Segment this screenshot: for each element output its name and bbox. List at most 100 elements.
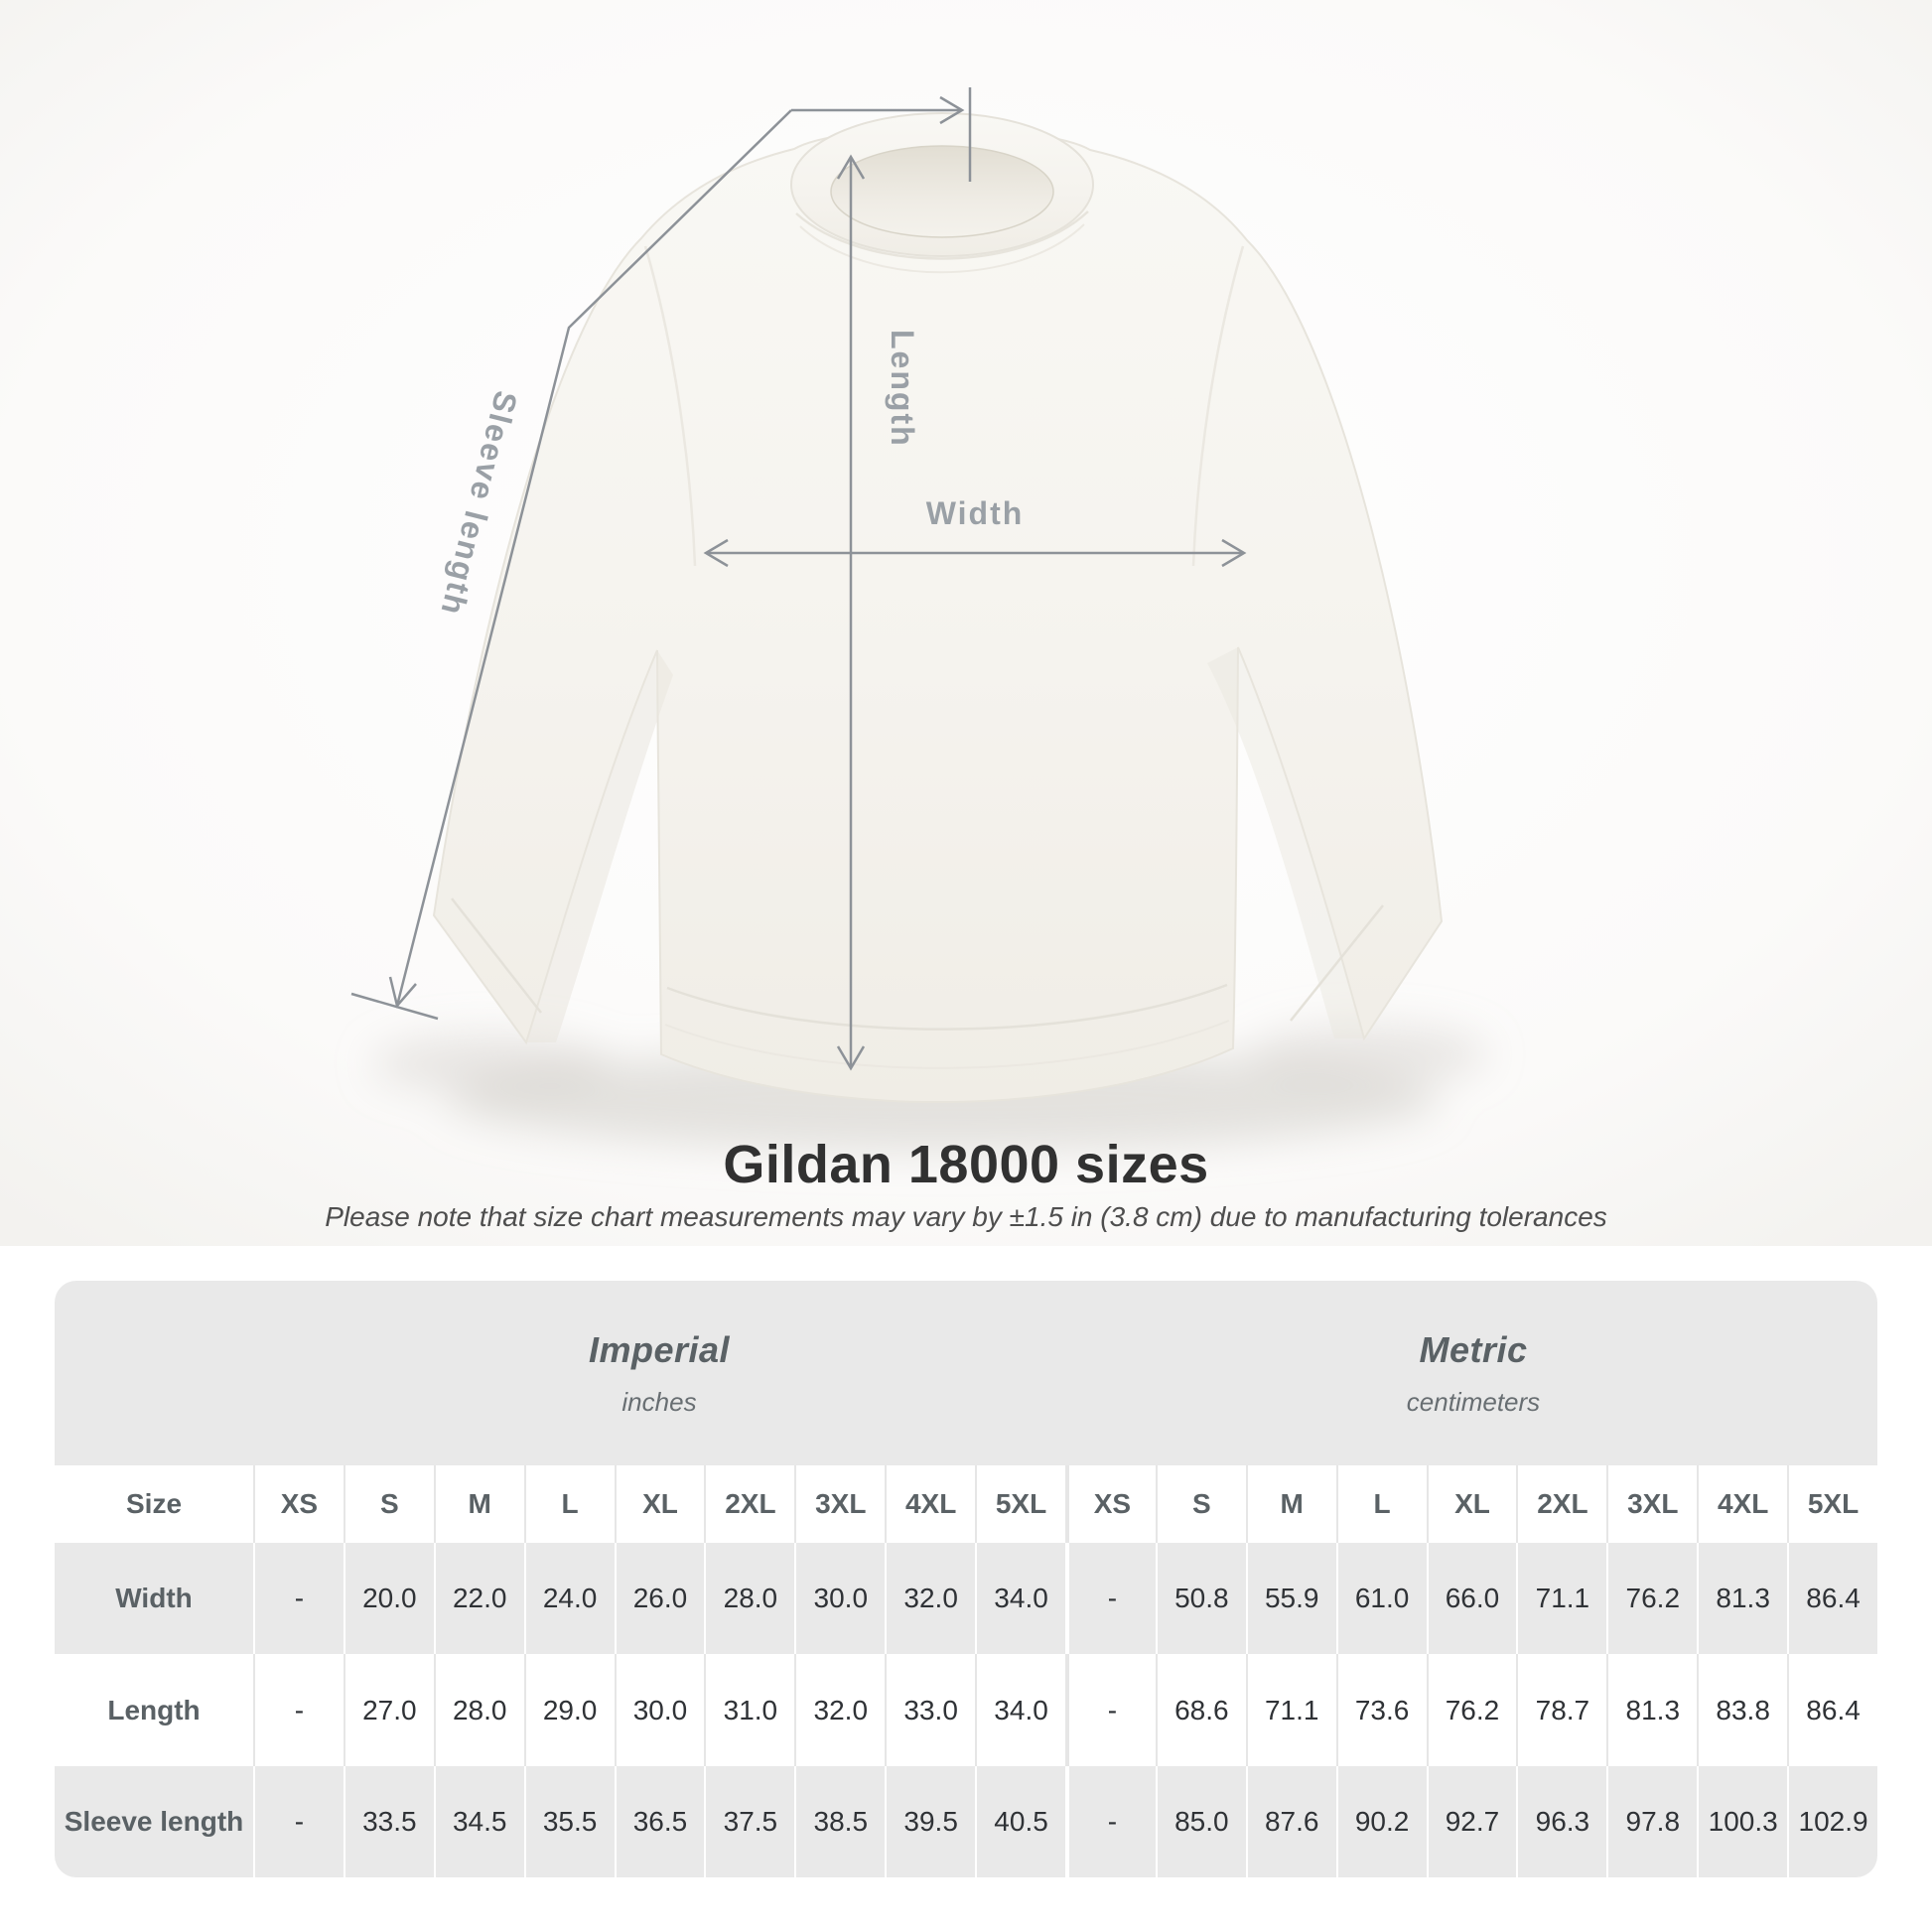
value-cell: 33.5 <box>343 1766 434 1877</box>
value-cell: - <box>253 1654 344 1766</box>
value-cell: 34.0 <box>975 1654 1065 1766</box>
value-cell: 97.8 <box>1606 1766 1698 1877</box>
size-col-header-imperial-s: S <box>343 1465 434 1543</box>
size-col-header-imperial-m: M <box>433 1465 524 1543</box>
value-cell: 28.0 <box>704 1543 795 1654</box>
value-cell: 78.7 <box>1516 1654 1607 1766</box>
value-cell: - <box>253 1543 344 1654</box>
value-cell: 66.0 <box>1426 1543 1517 1654</box>
value-cell: 39.5 <box>885 1766 976 1877</box>
collar-opening <box>830 145 1054 238</box>
value-cell: 24.0 <box>523 1543 615 1654</box>
width-arrowhead-right <box>1221 538 1247 568</box>
sleeve-end-tick <box>350 992 439 1021</box>
value-cell: 36.5 <box>614 1766 705 1877</box>
value-cell: 30.0 <box>614 1654 705 1766</box>
value-cell: 22.0 <box>433 1543 524 1654</box>
value-cell: 76.2 <box>1426 1654 1517 1766</box>
value-cell: 30.0 <box>794 1543 886 1654</box>
value-cell: 73.6 <box>1335 1654 1427 1766</box>
left-cuff-seam <box>451 897 542 1014</box>
size-col-header-metric-2xl: 2XL <box>1516 1465 1607 1543</box>
unit-group-imperial: Imperial inches <box>253 1281 1065 1465</box>
value-cell: 90.2 <box>1335 1766 1427 1877</box>
measurement-lines <box>350 87 1247 1071</box>
value-cell: 26.0 <box>614 1543 705 1654</box>
value-cell: 28.0 <box>433 1654 524 1766</box>
value-cell: - <box>253 1766 344 1877</box>
length-label: Length <box>885 330 920 448</box>
value-cell: 37.5 <box>704 1766 795 1877</box>
value-cell: 85.0 <box>1155 1766 1246 1877</box>
value-cell: 81.3 <box>1606 1654 1698 1766</box>
size-col-header-metric-xs: XS <box>1064 1465 1156 1543</box>
right-shoulder-seam <box>1191 245 1245 567</box>
value-cell: 86.4 <box>1787 1543 1877 1654</box>
size-header-cell: Size <box>55 1465 253 1543</box>
width-arrowhead-left <box>703 538 729 568</box>
sweatshirt-illustration <box>432 112 1444 1104</box>
hem-stitch <box>664 1020 1230 1069</box>
value-cell: 61.0 <box>1335 1543 1427 1654</box>
size-col-header-imperial-xl: XL <box>614 1465 705 1543</box>
collar-seam <box>795 210 1089 260</box>
value-cell: 87.6 <box>1245 1766 1336 1877</box>
value-cell: 100.3 <box>1697 1766 1788 1877</box>
size-col-header-imperial-4xl: 4XL <box>885 1465 976 1543</box>
value-cell: 31.0 <box>704 1654 795 1766</box>
sleeve-length-line <box>395 109 792 1007</box>
value-cell: 71.1 <box>1245 1654 1336 1766</box>
size-col-header-imperial-5xl: 5XL <box>975 1465 1065 1543</box>
value-cell: 35.5 <box>523 1766 615 1877</box>
unit-group-label: Metric <box>1419 1328 1528 1370</box>
value-cell: 20.0 <box>343 1543 434 1654</box>
unit-group-metric: Metric centimeters <box>1064 1281 1877 1465</box>
size-col-header-metric-s: S <box>1155 1465 1246 1543</box>
unit-group-sublabel: centimeters <box>1406 1386 1541 1417</box>
band-corner <box>55 1281 253 1465</box>
size-chart-table: Imperial inches Metric centimeters Size XS S M L… <box>55 1281 1877 1877</box>
value-cell: 92.7 <box>1426 1766 1517 1877</box>
left-shoulder-seam <box>643 245 697 567</box>
right-sleeve-shade <box>1207 647 1364 1038</box>
size-col-header-metric-xl: XL <box>1426 1465 1517 1543</box>
size-col-header-imperial-2xl: 2XL <box>704 1465 795 1543</box>
sweatshirt-diagram: Width Length Sleeve length <box>0 0 1932 1246</box>
value-cell: 38.5 <box>794 1766 886 1877</box>
size-col-header-metric-5xl: 5XL <box>1787 1465 1877 1543</box>
garment-figure: Width Length Sleeve length <box>0 0 1932 1246</box>
value-cell: 32.0 <box>794 1654 886 1766</box>
left-sleeve-shade <box>526 650 673 1042</box>
value-cell: 71.1 <box>1516 1543 1607 1654</box>
value-cell: 29.0 <box>523 1654 615 1766</box>
value-cell: 76.2 <box>1606 1543 1698 1654</box>
value-cell: 96.3 <box>1516 1766 1607 1877</box>
value-cell: - <box>1064 1766 1156 1877</box>
value-cell: 86.4 <box>1787 1654 1877 1766</box>
size-col-header-imperial-xs: XS <box>253 1465 344 1543</box>
size-col-header-imperial-3xl: 3XL <box>794 1465 886 1543</box>
value-cell: 83.8 <box>1697 1654 1788 1766</box>
value-cell: - <box>1064 1543 1156 1654</box>
length-arrowhead-up <box>836 154 866 180</box>
value-cell: 102.9 <box>1787 1766 1877 1877</box>
page-title: Gildan 18000 sizes <box>723 1135 1209 1194</box>
tolerance-note: Please note that size chart measurements… <box>325 1201 1607 1232</box>
value-cell: 27.0 <box>343 1654 434 1766</box>
size-col-header-metric-l: L <box>1335 1465 1427 1543</box>
length-arrowhead-down <box>836 1045 866 1071</box>
top-arrowhead-right <box>939 95 965 125</box>
row-label-length: Length <box>55 1654 253 1766</box>
value-cell: 50.8 <box>1155 1543 1246 1654</box>
unit-group-sublabel: inches <box>621 1386 697 1417</box>
value-cell: 34.5 <box>433 1766 524 1877</box>
right-cuff-seam <box>1290 904 1384 1022</box>
value-cell: 81.3 <box>1697 1543 1788 1654</box>
size-col-header-metric-3xl: 3XL <box>1606 1465 1698 1543</box>
row-label-sleeve-length: Sleeve length <box>55 1766 253 1877</box>
size-col-header-imperial-l: L <box>523 1465 615 1543</box>
value-cell: 40.5 <box>975 1766 1065 1877</box>
size-col-header-metric-m: M <box>1245 1465 1336 1543</box>
value-cell: 55.9 <box>1245 1543 1336 1654</box>
